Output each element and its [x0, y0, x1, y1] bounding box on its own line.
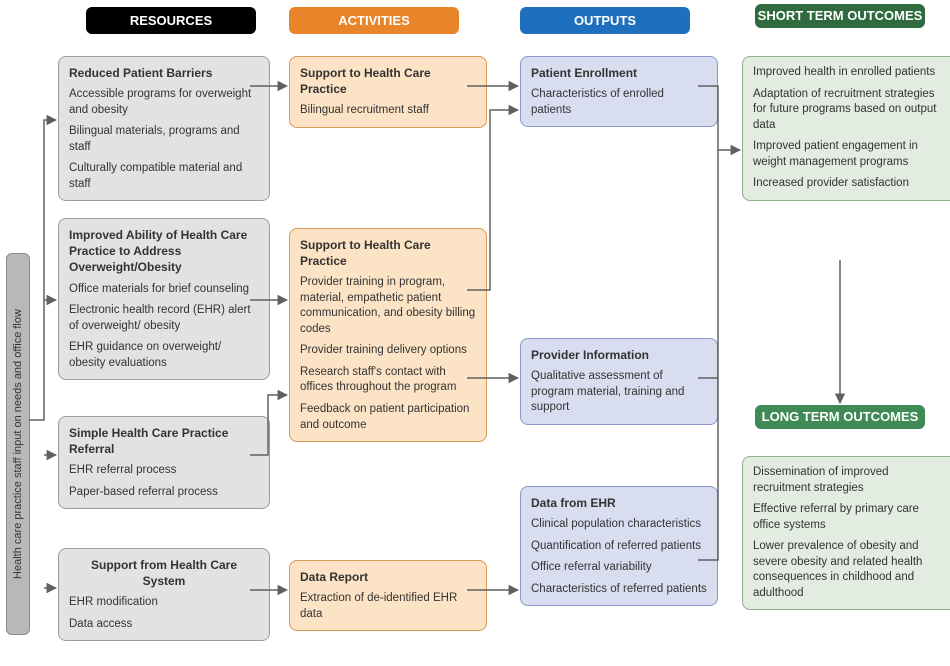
resource-simple-referral: Simple Health Care Practice Referral EHR…: [58, 416, 270, 509]
outcome-short-term: Improved health in enrolled patients Ada…: [742, 56, 950, 201]
sidebar-label: Health care practice staff input on need…: [12, 309, 24, 579]
box-title: Data Report: [300, 569, 476, 585]
box-item: Office referral variability: [531, 560, 707, 576]
box-item: Quantification of referred patients: [531, 539, 707, 555]
box-item: Increased provider satisfaction: [753, 176, 947, 192]
box-title: Reduced Patient Barriers: [69, 65, 259, 81]
output-patient-enrollment: Patient Enrollment Characteristics of en…: [520, 56, 718, 127]
box-item: Clinical population characteristics: [531, 517, 707, 533]
box-item: Bilingual recruitment staff: [300, 103, 476, 119]
box-item: Data access: [69, 617, 259, 633]
box-title: Data from EHR: [531, 495, 707, 511]
outcome-long-term: Dissemination of improved recruitment st…: [742, 456, 950, 610]
box-item: Qualitative assessment of program materi…: [531, 369, 707, 416]
box-item: Adaptation of recruitment strategies for…: [753, 87, 947, 134]
logic-model-diagram: RESOURCES ACTIVITIES OUTPUTS SHORT TERM …: [0, 0, 950, 666]
box-title: Support from Health Care System: [69, 557, 259, 589]
output-provider-information: Provider Information Qualitative assessm…: [520, 338, 718, 425]
box-item: Dissemination of improved recruitment st…: [753, 465, 947, 496]
box-item: Lower prevalence of obesity and severe o…: [753, 539, 947, 601]
header-activities: ACTIVITIES: [289, 7, 459, 34]
output-data-from-ehr: Data from EHR Clinical population charac…: [520, 486, 718, 606]
resource-reduced-barriers: Reduced Patient Barriers Accessible prog…: [58, 56, 270, 201]
activity-data-report: Data Report Extraction of de-identified …: [289, 560, 487, 631]
box-item: Provider training in program, material, …: [300, 275, 476, 337]
box-title: Support to Health Care Practice: [300, 237, 476, 269]
activity-support-practice-1: Support to Health Care Practice Bilingua…: [289, 56, 487, 128]
header-outputs: OUTPUTS: [520, 7, 690, 34]
box-item: Improved health in enrolled patients: [753, 65, 947, 81]
box-item: EHR referral process: [69, 463, 259, 479]
box-item: Accessible programs for overweight and o…: [69, 87, 259, 118]
box-item: EHR modification: [69, 595, 259, 611]
box-item: Extraction of de-identified EHR data: [300, 591, 476, 622]
resource-system-support: Support from Health Care System EHR modi…: [58, 548, 270, 641]
box-item: Bilingual materials, programs and staff: [69, 124, 259, 155]
box-item: Characteristics of referred patients: [531, 582, 707, 598]
box-item: Characteristics of enrolled patients: [531, 87, 707, 118]
box-title: Improved Ability of Health Care Practice…: [69, 227, 259, 276]
resource-improved-ability: Improved Ability of Health Care Practice…: [58, 218, 270, 380]
box-item: Feedback on patient participation and ou…: [300, 402, 476, 433]
box-item: Office materials for brief counseling: [69, 282, 259, 298]
box-item: Paper-based referral process: [69, 485, 259, 501]
header-long-term: LONG TERM OUTCOMES: [755, 405, 925, 429]
box-title: Simple Health Care Practice Referral: [69, 425, 259, 457]
header-resources: RESOURCES: [86, 7, 256, 34]
box-item: Research staff's contact with offices th…: [300, 365, 476, 396]
box-title: Provider Information: [531, 347, 707, 363]
sidebar-staff-input: Health care practice staff input on need…: [6, 253, 30, 635]
box-item: Improved patient engagement in weight ma…: [753, 139, 947, 170]
box-item: Effective referral by primary care offic…: [753, 502, 947, 533]
box-title: Patient Enrollment: [531, 65, 707, 81]
header-short-term: SHORT TERM OUTCOMES: [755, 4, 925, 28]
box-title: Support to Health Care Practice: [300, 65, 476, 97]
activity-support-practice-2: Support to Health Care Practice Provider…: [289, 228, 487, 442]
arrow-sidebar: [29, 120, 56, 420]
box-item: Culturally compatible material and staff: [69, 161, 259, 192]
box-item: Provider training delivery options: [300, 343, 476, 359]
box-item: Electronic health record (EHR) alert of …: [69, 303, 259, 334]
box-item: EHR guidance on overweight/ obesity eval…: [69, 340, 259, 371]
